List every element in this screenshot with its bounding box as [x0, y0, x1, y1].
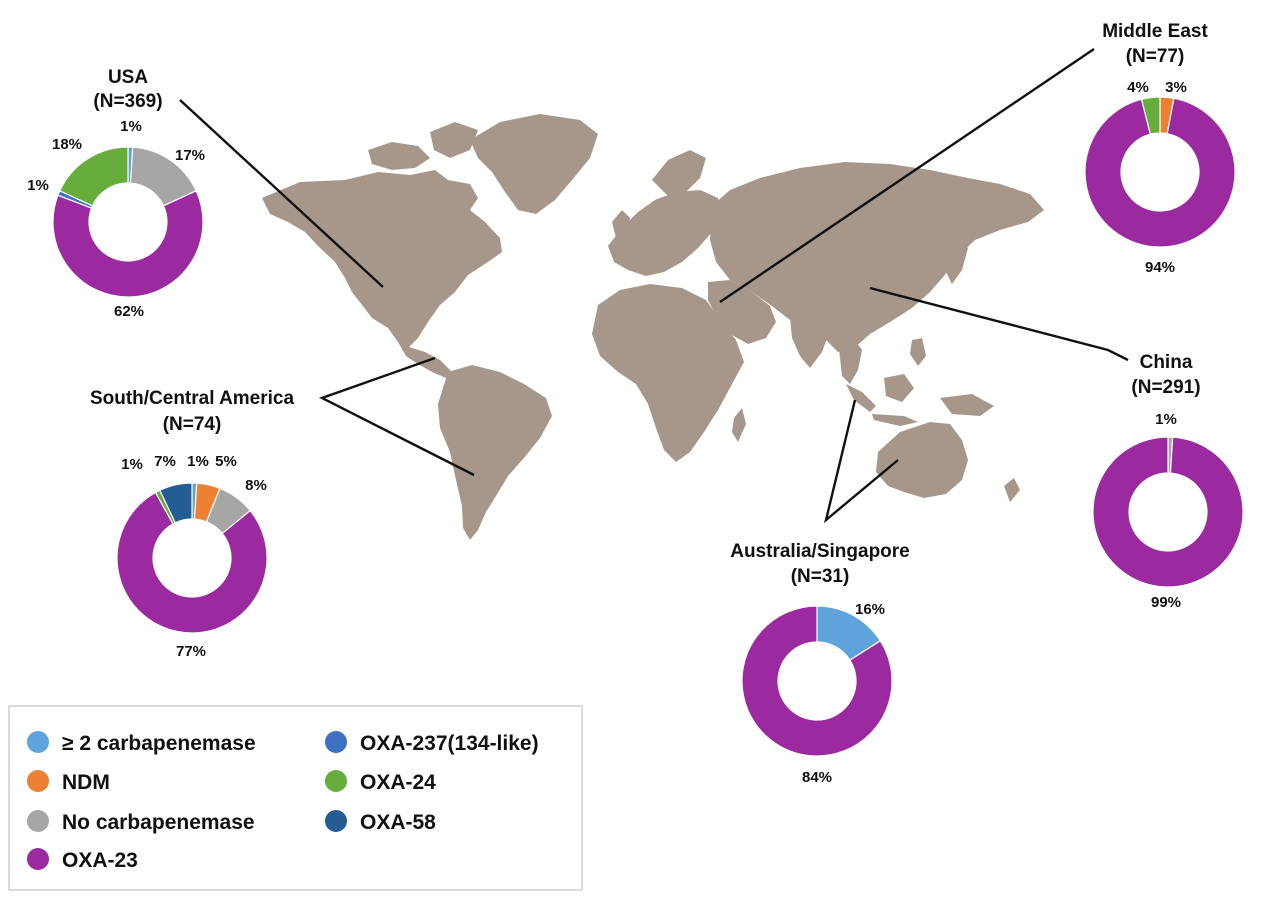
leader-south-america: [318, 356, 475, 477]
land-java: [872, 414, 918, 426]
usa-slice-oxa-23: [52, 190, 204, 298]
land-australia: [876, 422, 968, 498]
usa-label-oxa-23: 62%: [114, 303, 144, 320]
legend-label-ndm: NDM: [62, 771, 110, 794]
land-madagascar: [732, 408, 746, 442]
land-japan: [946, 238, 968, 284]
australia-region-name: Australia/Singapore: [730, 541, 910, 562]
south-central-america-label-oxa-23: 77%: [176, 643, 206, 660]
legend-swatch-oxa237: [325, 731, 347, 753]
legend-label-oxa237: OXA-237(134-like): [360, 732, 539, 755]
legend-box: [8, 705, 583, 891]
land-greenland: [470, 114, 598, 214]
land-uk: [612, 210, 630, 238]
australia-singapore-slice-oxa-23: [741, 605, 893, 757]
usa-label-oxa-237-134-like: 1%: [27, 177, 49, 194]
south-central-america-label-2-carbapenemase: 1%: [187, 453, 209, 470]
leader-usa: [179, 99, 384, 288]
land-new-guinea: [940, 394, 994, 416]
china-label-oxa-23: 99%: [1151, 594, 1181, 611]
usa-slice-oxa-24: [58, 146, 129, 207]
australia-singapore-label-oxa-23: 84%: [802, 769, 832, 786]
middle-east-region-name: Middle East: [1102, 21, 1208, 42]
leader-china: [869, 286, 1129, 362]
leader-australia: [823, 399, 899, 524]
usa-label-no-carbapenemase: 17%: [175, 147, 205, 164]
usa-label-2-carbapenemase: 1%: [120, 118, 142, 135]
south-america-region-name: South/Central America: [90, 388, 295, 409]
legend-swatch-ndm: [27, 770, 49, 792]
land-arabia: [708, 280, 776, 344]
middle-east-label-oxa-24: 4%: [1127, 79, 1149, 96]
usa-label-oxa-24: 18%: [52, 136, 82, 153]
leader-middle-east: [719, 48, 1095, 303]
china-label-no-carbapenemase: 1%: [1155, 411, 1177, 428]
land-europe: [608, 190, 722, 276]
south-america-n-label: (N=74): [163, 414, 222, 435]
usa-donut-chart: 1% 17% 62% 1% 18%: [27, 118, 205, 320]
legend-label-oxa58: OXA-58: [360, 811, 436, 834]
land-new-zealand: [1004, 478, 1020, 502]
usa-n-label: (N=369): [93, 91, 162, 112]
south-america-donut-chart: 1% 5% 8% 77% 1% 7%: [116, 453, 268, 660]
south-central-america-label-no-carbapenemase: 8%: [245, 477, 267, 494]
australia-donut-chart: 16% 84%: [741, 601, 893, 786]
usa-region-name: USA: [108, 67, 148, 88]
south-america-title: South/Central America (N=74): [90, 388, 295, 435]
legend-label-none: No carbapenemase: [62, 811, 255, 834]
legend: ≥ 2 carbapenemase NDM No carbapenemase OXA-…: [8, 705, 583, 891]
legend-label-oxa24: OXA-24: [360, 771, 436, 794]
china-donut-chart: 1% 99%: [1092, 411, 1244, 611]
middle-east-title: Middle East (N=77): [1102, 21, 1208, 67]
land-asia: [710, 162, 1044, 352]
land-canadian-arctic: [368, 142, 430, 170]
china-slice-oxa-23: [1092, 436, 1244, 588]
land-south-america: [438, 365, 552, 540]
land-north-america: [262, 170, 502, 348]
middle-east-n-label: (N=77): [1126, 46, 1185, 67]
south-central-america-slice-oxa-23: [116, 491, 268, 634]
south-central-america-label-oxa-58: 7%: [154, 453, 176, 470]
south-central-america-slice-oxa-58: [158, 482, 193, 524]
legend-swatch-ge2: [27, 731, 49, 753]
china-title: China (N=291): [1131, 352, 1200, 398]
land-central-america: [398, 342, 452, 378]
south-central-america-label-oxa-24: 1%: [121, 456, 143, 473]
china-region-name: China: [1140, 352, 1193, 373]
south-central-america-label-ndm: 5%: [215, 453, 237, 470]
leader-lines: [179, 48, 1129, 524]
legend-items: ≥ 2 carbapenemase NDM No carbapenemase OXA-…: [27, 731, 539, 872]
land-africa: [592, 284, 744, 462]
china-n-label: (N=291): [1131, 377, 1200, 398]
australia-title: Australia/Singapore (N=31): [730, 541, 910, 587]
land-baffin: [430, 122, 478, 158]
legend-swatch-oxa24: [325, 770, 347, 792]
land-philippines: [910, 338, 926, 366]
usa-title: USA (N=369): [93, 67, 162, 112]
middle-east-label-oxa-23: 94%: [1145, 259, 1175, 276]
land-india: [790, 318, 830, 368]
middle-east-slice-oxa-24: [1140, 96, 1161, 135]
land-kamchatka: [1000, 188, 1018, 222]
australia-n-label: (N=31): [791, 566, 850, 587]
middle-east-label-ndm: 3%: [1165, 79, 1187, 96]
land-scandinavia: [652, 150, 706, 196]
legend-label-oxa23: OXA-23: [62, 849, 138, 872]
land-sumatra: [846, 384, 876, 412]
land-se-asia: [838, 336, 862, 384]
legend-label-ge2: ≥ 2 carbapenemase: [62, 732, 256, 755]
legend-swatch-oxa58: [325, 810, 347, 832]
legend-swatch-oxa23: [27, 848, 49, 870]
world-map: [262, 114, 1044, 540]
legend-swatch-none: [27, 810, 49, 832]
land-borneo: [884, 374, 914, 402]
middle-east-donut-chart: 3% 94% 4%: [1084, 79, 1236, 276]
middle-east-slice-oxa-23: [1084, 97, 1236, 248]
australia-singapore-label-2-carbapenemase: 16%: [855, 601, 885, 618]
